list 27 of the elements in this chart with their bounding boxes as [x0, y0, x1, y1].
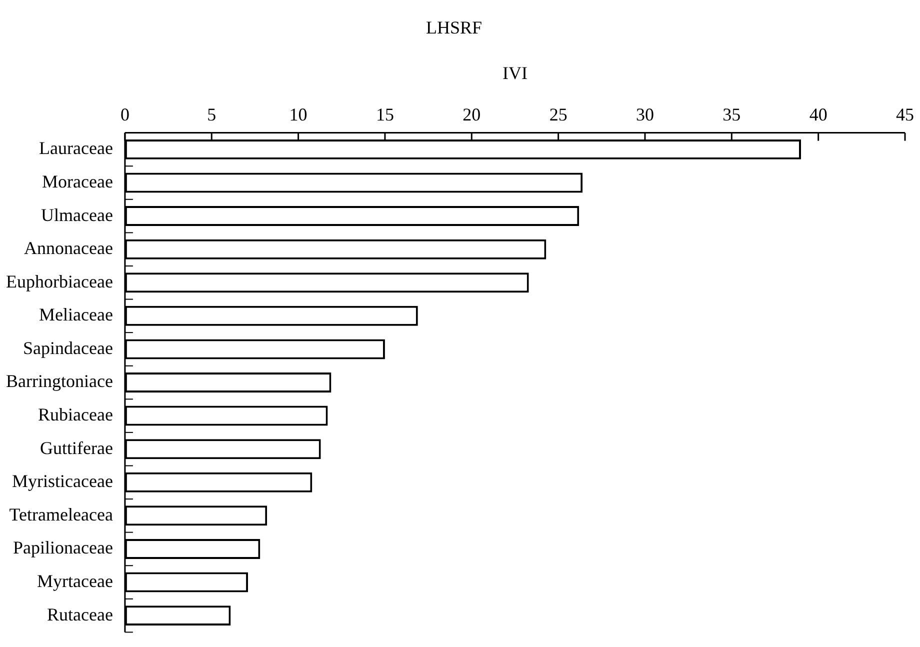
y-tick-label: Papilionaceae — [13, 538, 113, 558]
x-tick-label: 35 — [722, 104, 741, 125]
x-tick-label: 0 — [120, 104, 130, 125]
y-tick-label: Sapindaceae — [23, 338, 113, 358]
y-tick-label: Euphorbiaceae — [6, 271, 113, 292]
x-tick-label: 10 — [289, 104, 308, 125]
x-tick-label: 45 — [896, 104, 914, 125]
y-tick-label: Annonaceae — [24, 238, 113, 258]
x-tick-label: 20 — [462, 104, 481, 125]
x-tick-label: 25 — [549, 104, 568, 125]
y-tick-label: Rubiaceae — [38, 404, 113, 425]
y-tick-label: Lauraceae — [39, 138, 113, 158]
chart-title: LHSRF — [426, 18, 482, 38]
y-tick-label: Guttiferae — [40, 438, 113, 458]
y-tick-label: Meliaceae — [39, 304, 113, 325]
y-tick-label: Moraceae — [42, 171, 113, 192]
y-tick-label: Rutaceae — [47, 604, 113, 624]
y-tick-label: Myristicaceae — [12, 471, 113, 492]
y-tick-label: Tetrameleacea — [9, 504, 113, 524]
x-tick-label: 15 — [376, 104, 394, 125]
y-tick-label: Ulmaceae — [41, 204, 113, 225]
x-tick-label: 5 — [207, 104, 216, 125]
y-tick-label: Barringtoniace — [6, 371, 113, 392]
x-tick-label: 40 — [809, 104, 828, 125]
x-tick-label: 30 — [636, 104, 654, 125]
y-tick-label: Myrtaceae — [37, 570, 113, 591]
x-axis-title: IVI — [502, 63, 528, 84]
